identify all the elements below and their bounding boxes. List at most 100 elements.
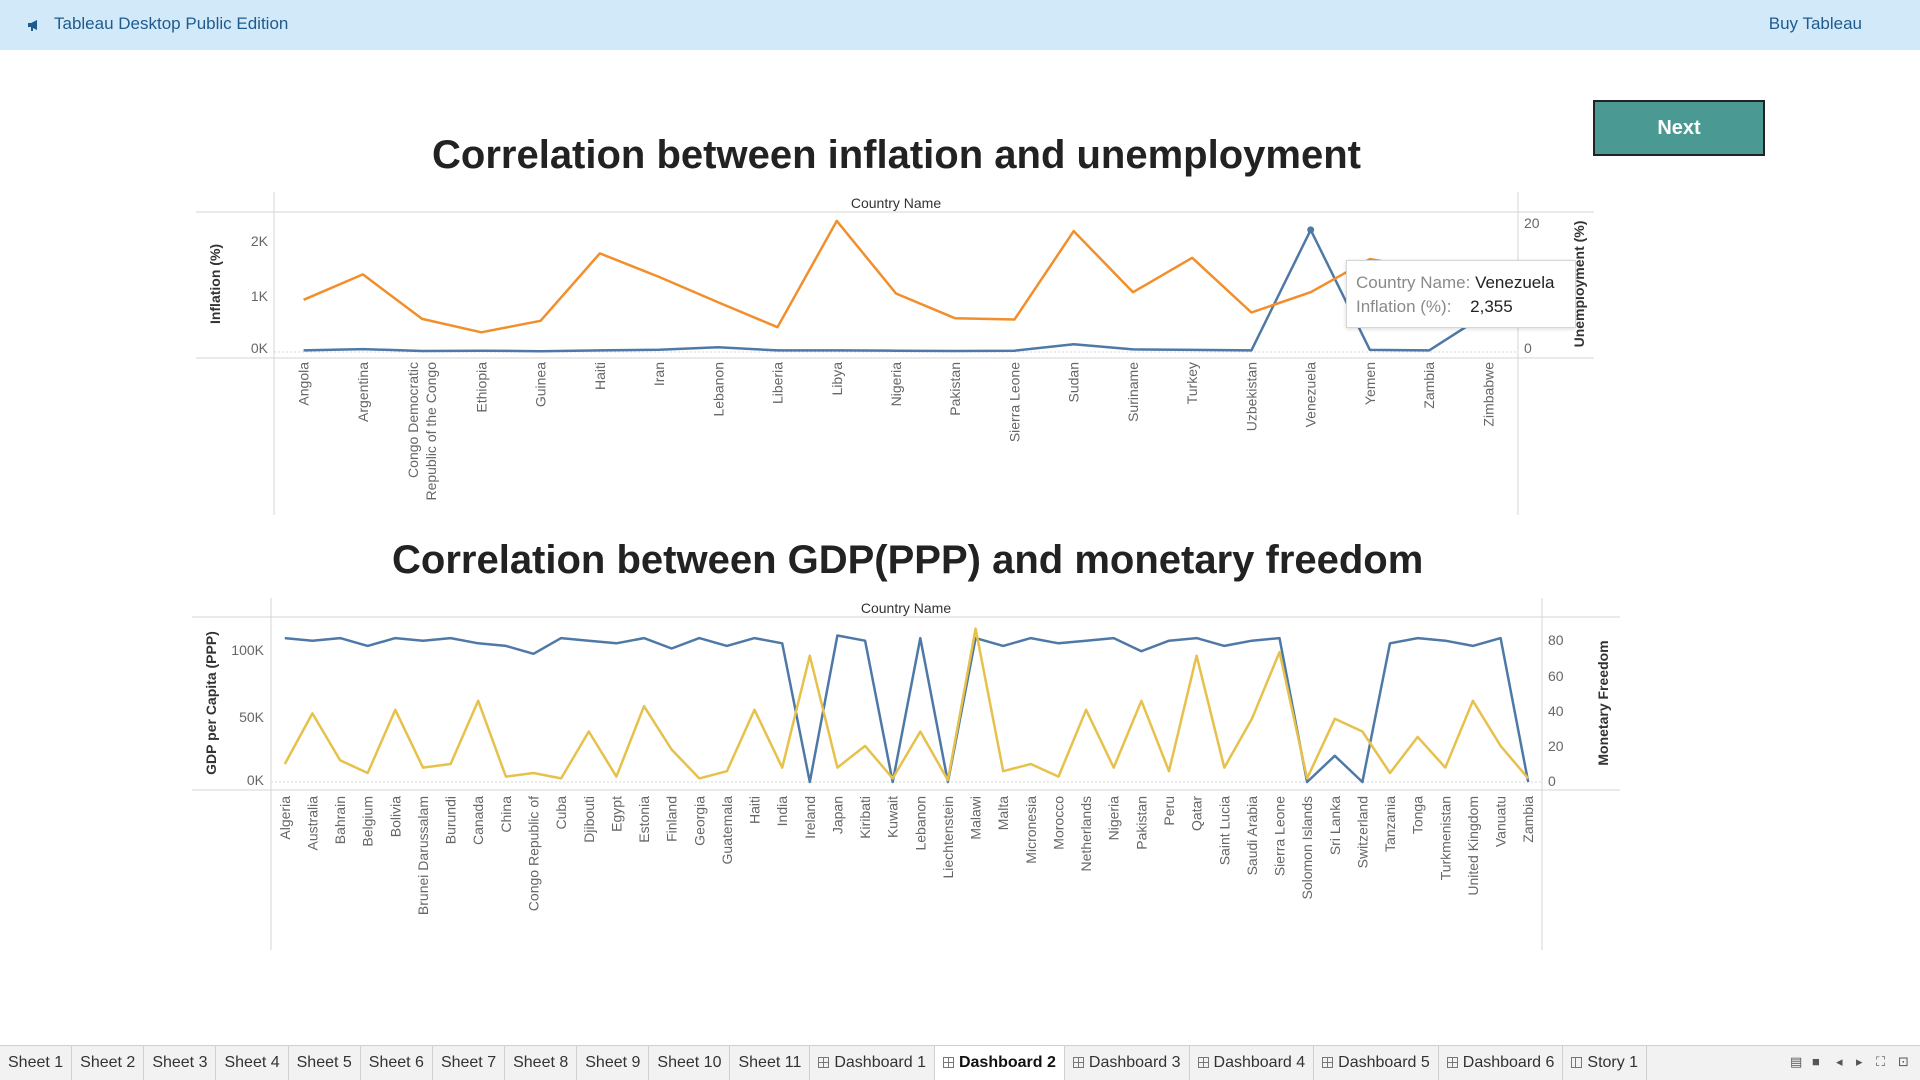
sheet-tab-bar: ▤ ■ ◂ ▸ ⛶ ⊡ Sheet 1 Sheet 2 Sheet 3 Sheet 4… — [0, 1045, 1920, 1080]
tab-sheet-10[interactable]: Sheet 10 — [649, 1046, 731, 1080]
tab-sheet-2[interactable]: Sheet 2 — [72, 1046, 145, 1080]
tab-sheet-5[interactable]: Sheet 5 — [289, 1046, 361, 1080]
top-chart-title: Correlation between inflation and unempl… — [432, 133, 1361, 177]
bottom-category-label: Malawi — [968, 796, 984, 840]
tab-dashboard-6[interactable]: Dashboard 6 — [1439, 1046, 1564, 1080]
top-category-label: Uzbekistan — [1243, 362, 1259, 431]
tab-label: Sheet 10 — [657, 1054, 722, 1071]
tab-dashboard-2[interactable]: Dashboard 2 — [934, 1046, 1065, 1080]
dashboard-icon — [942, 1057, 954, 1068]
tab-label: Story 1 — [1587, 1054, 1639, 1071]
bottom-category-label: Kuwait — [885, 796, 901, 838]
tab-label: Sheet 11 — [738, 1054, 802, 1071]
bottom-category-label: Finland — [664, 796, 680, 842]
scroll-left-icon[interactable]: ◂ — [1836, 1054, 1843, 1069]
scroll-right-icon[interactable]: ▸ — [1856, 1054, 1863, 1069]
top-category-label: Zambia — [1421, 362, 1437, 409]
inflation-unemployment-chart[interactable]: Country Name Inflation (%) Unemployment … — [0, 0, 1920, 1040]
top-category-label: Suriname — [1125, 362, 1141, 422]
bottom-category-label: Congo Republic of — [526, 796, 542, 911]
bottom-right-tick: 80 — [1548, 632, 1564, 648]
tab-story-1[interactable]: Story 1 — [1563, 1046, 1648, 1080]
tab-label: Sheet 6 — [368, 1054, 424, 1071]
bottom-category-label: Brunei Darussalam — [415, 796, 431, 915]
tab-dashboard-5[interactable]: Dashboard 5 — [1314, 1046, 1439, 1080]
bottom-category-label: Saint Lucia — [1216, 796, 1232, 865]
tab-label: Sheet 2 — [80, 1054, 136, 1071]
tab-label: Dashboard 2 — [958, 1054, 1056, 1071]
top-category-label: Ethiopia — [473, 362, 489, 413]
bottom-category-label: Guatemala — [719, 796, 735, 865]
bottom-series-line-1[interactable] — [284, 634, 1530, 784]
top-point[interactable] — [1307, 226, 1315, 234]
tab-label: Dashboard 6 — [1462, 1054, 1555, 1071]
top-category-label: Angola — [296, 362, 312, 406]
bottom-left-axis-title: GDP per Capita (PPP) — [203, 631, 219, 775]
bottom-category-label: Haiti — [747, 796, 763, 824]
app-title: Tableau Desktop Public Edition — [54, 14, 289, 33]
tab-sheet-11[interactable]: Sheet 11 — [730, 1046, 811, 1080]
tooltip: Country Name: Venezuela Inflation (%): 2… — [1346, 260, 1576, 328]
top-left-tick: 2K — [251, 233, 269, 249]
grid-view-icon[interactable]: ■ — [1812, 1054, 1820, 1069]
dashboard-icon — [1322, 1057, 1334, 1068]
presentation-icon[interactable]: ⊡ — [1898, 1054, 1909, 1069]
top-category-label: Nigeria — [888, 362, 904, 407]
top-right-tick: 0 — [1524, 340, 1532, 356]
tab-sheet-8[interactable]: Sheet 8 — [505, 1046, 578, 1080]
story-icon — [1571, 1057, 1583, 1068]
top-category-label: Yemen — [1362, 362, 1378, 405]
top-category-label: Liberia — [770, 362, 786, 404]
tooltip-value-inflation: 2,355 — [1470, 297, 1513, 316]
tab-sheet-3[interactable]: Sheet 3 — [144, 1046, 217, 1080]
tab-sheet-6[interactable]: Sheet 6 — [361, 1046, 433, 1080]
bottom-series-line-2[interactable] — [283, 627, 1530, 782]
tab-sheet-9[interactable]: Sheet 9 — [577, 1046, 650, 1080]
tooltip-label-inflation: Inflation (%): — [1356, 297, 1452, 316]
bottom-category-label: Nigeria — [1106, 796, 1122, 841]
fullscreen-icon[interactable]: ⛶ — [1876, 1054, 1886, 1069]
tab-label: Dashboard 5 — [1338, 1054, 1430, 1071]
bottom-category-label: Bolivia — [387, 796, 403, 837]
bottom-category-label: Australia — [304, 796, 320, 851]
bottom-right-tick: 40 — [1548, 703, 1564, 719]
top-category-label: Lebanon — [710, 362, 726, 417]
next-button[interactable]: Next — [1593, 100, 1765, 156]
tab-label: Dashboard 1 — [834, 1054, 926, 1071]
bottom-left-tick: 50K — [239, 709, 265, 725]
bottom-category-label: Sierra Leone — [1272, 796, 1288, 876]
buy-tableau-link[interactable]: Buy Tableau — [1768, 14, 1862, 33]
megaphone-icon — [28, 20, 37, 31]
top-category-label: Venezuela — [1303, 362, 1319, 428]
tab-dashboard-4[interactable]: Dashboard 4 — [1190, 1046, 1315, 1080]
filmstrip-view-icon[interactable]: ▤ — [1790, 1054, 1803, 1069]
top-right-tick: 20 — [1524, 215, 1540, 231]
bottom-category-label: Saudi Arabia — [1244, 796, 1260, 876]
top-category-label: Congo Democratic — [405, 362, 421, 478]
bottom-category-label: Tonga — [1410, 796, 1426, 834]
dashboard-icon — [818, 1057, 830, 1068]
top-category-label: Guinea — [533, 362, 549, 407]
tab-dashboard-3[interactable]: Dashboard 3 — [1065, 1046, 1190, 1080]
bottom-category-label: Djibouti — [581, 796, 597, 843]
bottom-category-label: Japan — [829, 796, 845, 834]
bottom-category-label: Sri Lanka — [1327, 796, 1343, 855]
bottom-category-label: Liechtenstein — [940, 796, 956, 879]
tab-sheet-4[interactable]: Sheet 4 — [216, 1046, 289, 1080]
bottom-right-tick: 60 — [1548, 668, 1564, 684]
bottom-right-axis-title: Monetary Freedom — [1595, 640, 1611, 765]
tab-label: Sheet 7 — [440, 1054, 497, 1071]
bottom-category-label: Qatar — [1189, 796, 1205, 831]
tab-label: Sheet 9 — [585, 1054, 641, 1071]
tab-dashboard-1[interactable]: Dashboard 1 — [810, 1046, 935, 1080]
bottom-category-label: Georgia — [691, 796, 707, 846]
top-category-label: Turkey — [1184, 362, 1200, 404]
bottom-category-label: Zambia — [1520, 796, 1536, 843]
gdp-monetary-freedom-chart[interactable]: Country Name GDP per Capita (PPP) Moneta… — [0, 0, 1920, 1040]
top-left-axis-title: Inflation (%) — [207, 244, 223, 324]
bottom-right-tick: 0 — [1548, 773, 1556, 789]
bottom-category-label: Turkmenistan — [1437, 796, 1453, 880]
tab-sheet-7[interactable]: Sheet 7 — [433, 1046, 506, 1080]
top-category-label: Haiti — [592, 362, 608, 390]
tab-sheet-1[interactable]: Sheet 1 — [0, 1046, 73, 1080]
